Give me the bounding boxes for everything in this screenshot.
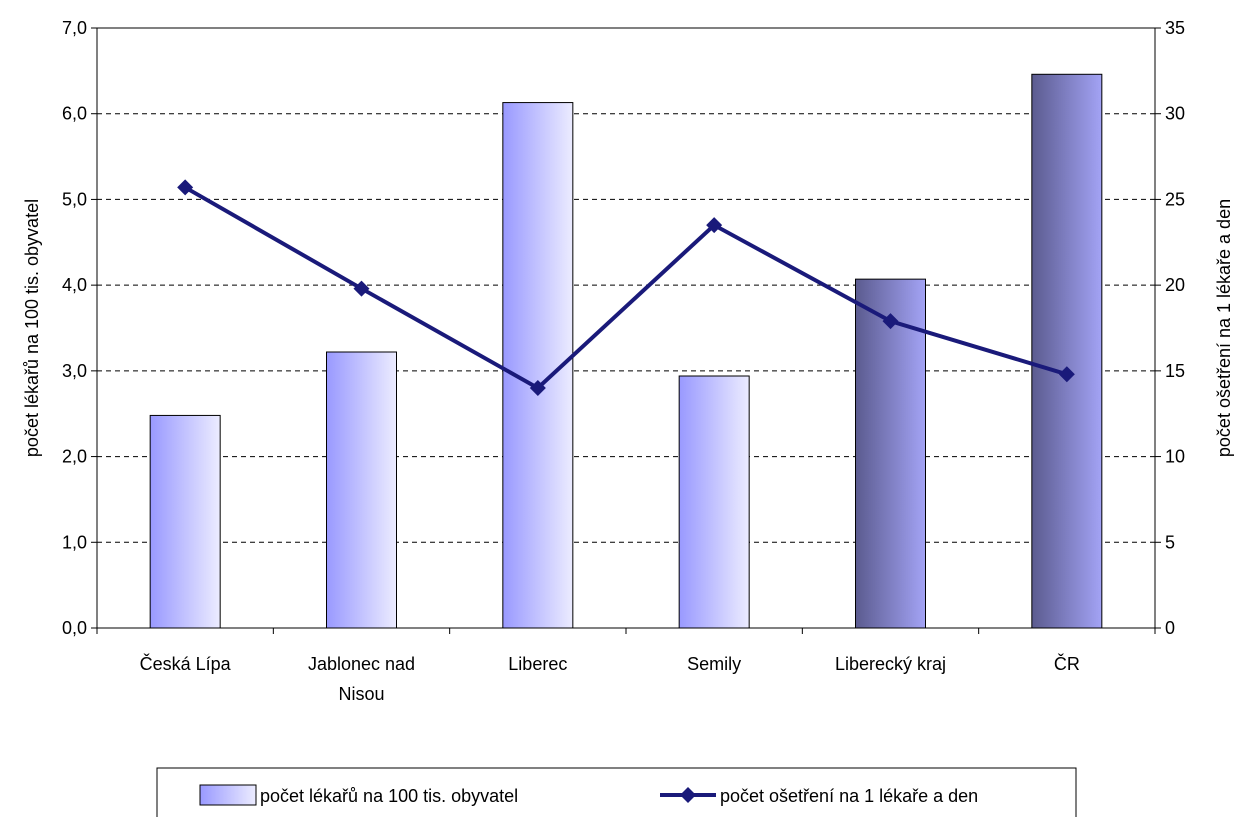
left-tick-label: 2,0 [62,447,87,467]
right-axis-title: počet ošetření na 1 lékaře a den [1214,199,1234,457]
line-point-marker [882,313,899,330]
bar [1031,73,1103,629]
plot-frame [96,27,1156,629]
axes [91,27,1161,634]
legend-bar-label: počet lékařů na 100 tis. obyvatel [260,786,518,806]
legend: počet lékařů na 100 tis. obyvatel počet o… [156,767,1077,822]
bar [855,278,926,629]
right-tick-label: 25 [1165,189,1185,209]
right-tick-label: 20 [1165,275,1185,295]
bar-series [149,73,1103,629]
line-point-marker [529,380,546,396]
legend-line-marker [680,787,696,803]
bar [326,351,397,629]
right-tick-label: 5 [1165,532,1175,552]
legend-bar-swatch [199,784,257,806]
category-label: Liberec [508,654,567,674]
line-series [177,179,1075,396]
line-point-marker [177,179,194,196]
category-label: Semily [687,654,741,674]
left-tick-label: 4,0 [62,275,87,295]
left-tick-label: 6,0 [62,104,87,124]
series-line [184,185,1068,391]
gridlines [97,113,1155,543]
right-tick-label: 10 [1165,447,1185,467]
right-tick-label: 35 [1165,18,1185,38]
category-label: ČR [1054,653,1080,674]
line-point-marker [706,217,723,234]
left-axis-title: počet lékařů na 100 tis. obyvatel [22,199,42,457]
left-tick-label: 7,0 [62,18,87,38]
legend-box [156,767,1077,822]
right-tick-label: 30 [1165,104,1185,124]
labels: 0,0 1,0 2,0 3,0 4,0 5,0 6,0 7,0 0 5 10 15 20 25 30 35 Če… [22,18,1234,704]
right-tick-label: 0 [1165,618,1175,638]
category-label: Česká Lípa [140,653,232,674]
bar [149,414,221,629]
right-tick-label: 15 [1165,361,1185,381]
category-label: Jablonec nad Nisou [308,654,415,704]
left-tick-label: 3,0 [62,361,87,381]
line-point-marker [353,280,370,297]
line-point-marker [1058,366,1075,383]
left-tick-label: 1,0 [62,532,87,552]
bar [678,375,750,629]
category-label: Liberecký kraj [835,654,946,674]
legend-line-label: počet ošetření na 1 lékaře a den [720,786,978,806]
left-tick-label: 0,0 [62,618,87,638]
left-tick-label: 5,0 [62,189,87,209]
